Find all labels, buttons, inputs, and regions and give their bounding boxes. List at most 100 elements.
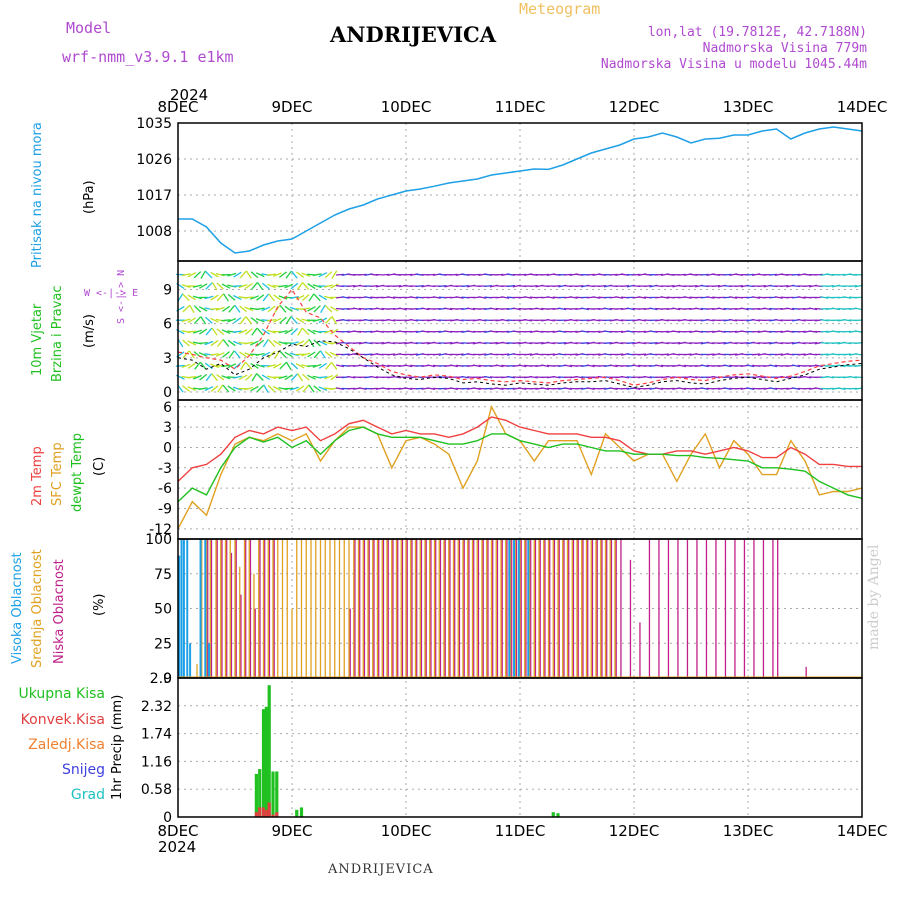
wind-arrow	[182, 339, 190, 347]
wind-arrow	[187, 294, 197, 301]
wind-arrow	[295, 340, 305, 346]
wind-compass-we: W <-|-> E	[84, 288, 139, 299]
wind-arrow	[256, 373, 264, 381]
wind-arrow	[329, 351, 339, 357]
wind-arrow	[449, 273, 459, 276]
wind-arrow	[370, 285, 379, 288]
wind-arrow	[432, 353, 441, 356]
wind-arrow	[244, 386, 254, 391]
wind-arrow	[192, 329, 202, 334]
wind-arrow	[187, 317, 196, 324]
wind-arrow	[187, 272, 197, 278]
y-tick-label: 25	[154, 636, 172, 652]
model-elevation-label: Nadmorska Visina u modelu 1045.44m	[600, 57, 867, 72]
wind-arrow	[375, 342, 384, 344]
x-tick-label-bottom: 8DEC	[157, 822, 198, 840]
wind-arrow	[205, 327, 213, 336]
wind-arrow	[234, 304, 241, 313]
wind-arrow	[295, 317, 305, 324]
wind-arrow	[518, 273, 527, 276]
wind-arrow	[392, 375, 402, 379]
wind-arrow	[221, 351, 230, 358]
wind-arrow	[267, 385, 276, 393]
y-tick-label: 1.74	[141, 727, 172, 743]
wind-arrow	[410, 353, 419, 356]
total-precip-bar	[551, 812, 555, 817]
wind-arrow	[723, 364, 732, 368]
y-tick-label: 75	[154, 567, 172, 583]
wind-arrow	[245, 316, 253, 325]
wind-arrow	[843, 296, 852, 299]
wind-arrow	[318, 362, 327, 369]
wind-arrow	[786, 342, 795, 344]
wind-arrow	[290, 328, 299, 336]
wind-arrow	[757, 375, 766, 379]
x-tick-label-top: 8DEC	[157, 98, 198, 116]
wind-arrow	[541, 364, 550, 368]
wind-arrow	[797, 353, 806, 356]
precip-panel-frame	[177, 677, 863, 818]
wind-arrow	[780, 285, 789, 288]
temp-2m-line	[177, 416, 862, 482]
wind-arrow	[324, 284, 334, 288]
wind-arrow	[848, 375, 858, 379]
wind-arrow	[256, 282, 264, 291]
x-tick-label-bottom: 13DEC	[723, 822, 774, 840]
wind-arrow	[575, 285, 584, 288]
wind-arrow	[272, 272, 282, 277]
wind-arrow	[495, 364, 504, 368]
wind-arrow	[803, 285, 812, 288]
wind-arrow	[626, 307, 635, 311]
wind-arrow	[706, 353, 715, 356]
wind-arrow	[615, 296, 624, 299]
wind-arrow	[592, 296, 601, 299]
wind-arrow	[210, 339, 219, 347]
wind-arrow	[279, 271, 287, 278]
wind-arrow	[472, 273, 481, 276]
wind-arrow	[558, 307, 567, 311]
total-precip-bar	[275, 771, 279, 817]
wind-arrow	[273, 340, 282, 346]
wind-arrow	[330, 328, 339, 335]
wind-arrow	[603, 342, 612, 344]
wind-arrow	[552, 285, 561, 288]
wind-arrow	[245, 362, 253, 370]
wind-arrow	[308, 293, 315, 302]
wind-arrow	[278, 284, 288, 288]
wind-arrow	[478, 296, 487, 299]
wind-arrow	[216, 293, 224, 302]
wind-arrow	[182, 293, 190, 302]
wind-arrow	[580, 307, 590, 311]
wind-arrow	[261, 328, 270, 335]
y-tick-label: 6	[163, 317, 172, 333]
wind-arrow	[307, 306, 316, 312]
wind-arrow	[216, 339, 224, 348]
y-tick-label: 50	[154, 602, 172, 618]
wind-arrow	[199, 373, 208, 381]
wind-arrow	[518, 364, 527, 368]
wind-arrow	[313, 385, 322, 392]
wind-arrow	[620, 375, 630, 379]
wind-gust-line	[177, 288, 863, 386]
wind-arrow	[239, 305, 248, 313]
wind-arrow	[331, 316, 338, 325]
wind-arrow	[210, 385, 219, 392]
wind-arrow	[632, 273, 641, 276]
wind-arrow	[312, 284, 322, 289]
wind-arrow	[210, 307, 220, 310]
wind-arrow	[489, 342, 498, 344]
wind-arrow	[302, 384, 310, 393]
wind-arrow	[222, 384, 230, 393]
cloud-label-high: Visoka Oblacnost	[10, 552, 25, 664]
wind-arrow	[187, 340, 197, 346]
wind-arrow	[289, 306, 299, 311]
wind-arrow	[232, 340, 242, 346]
wind-arrow	[250, 271, 259, 279]
x-tick-label-top: 9DEC	[271, 98, 312, 116]
wind-arrow	[244, 341, 254, 345]
wind-arrow	[250, 385, 259, 392]
wind-arrow	[438, 285, 447, 288]
wind-arrow	[188, 350, 195, 359]
wind-arrow	[734, 285, 744, 288]
conv-precip-bar	[264, 809, 268, 817]
